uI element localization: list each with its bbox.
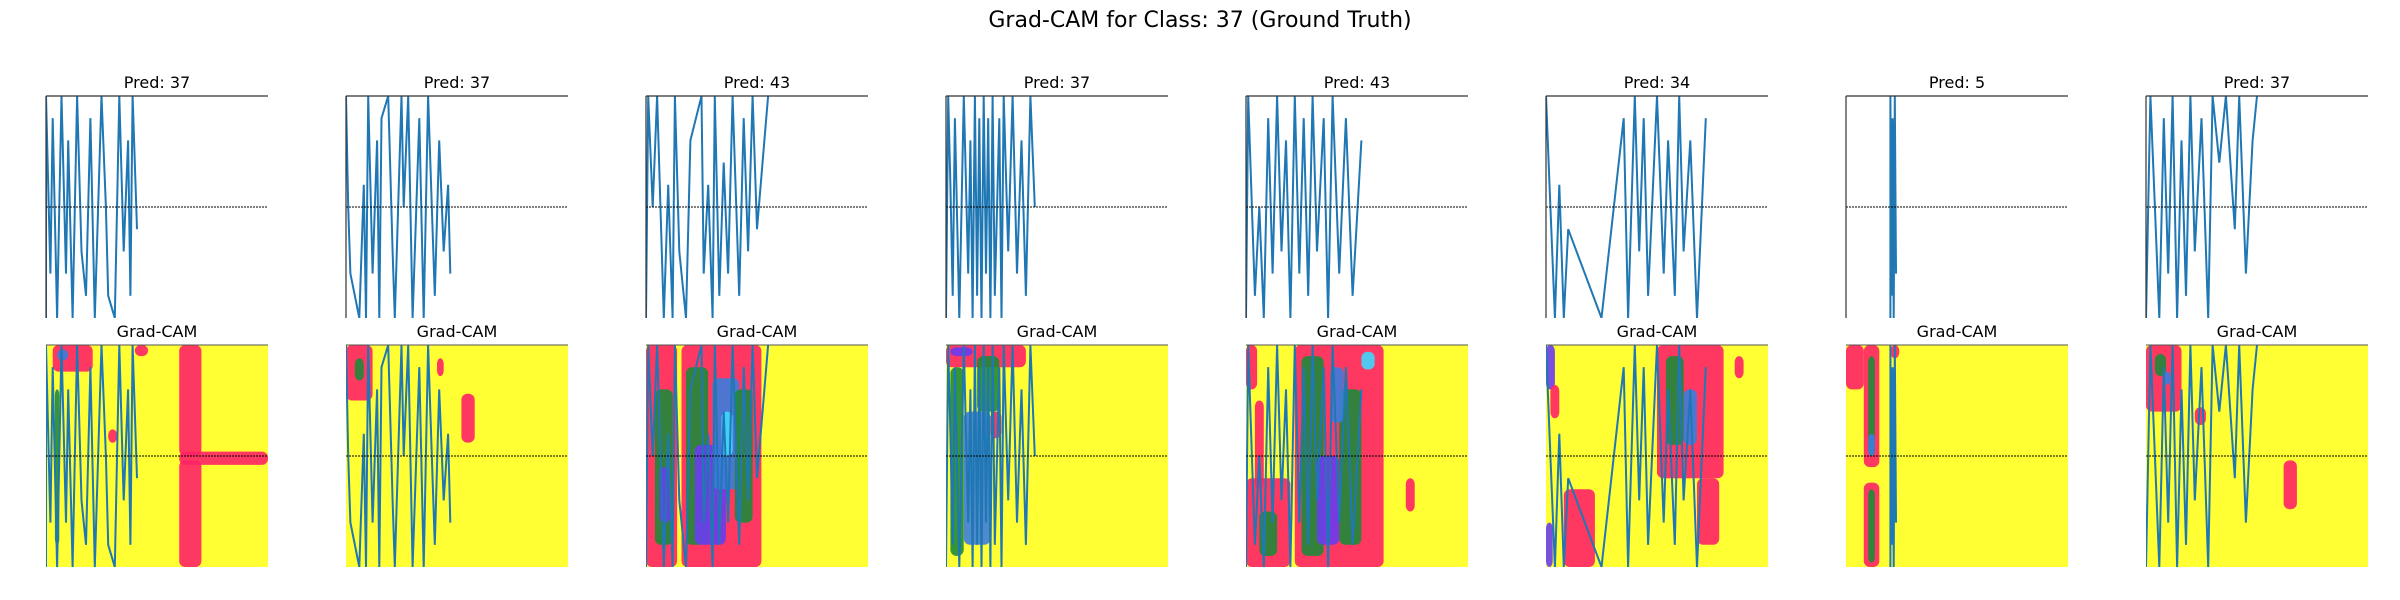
gradcam-title: Grad-CAM — [1617, 322, 1698, 341]
heatmap-region — [1868, 489, 1875, 563]
signal-line — [646, 96, 770, 318]
heatmap-region — [950, 347, 973, 357]
heatmap-region — [1546, 522, 1553, 567]
signal-panel-5: Pred: 43 — [1245, 73, 1468, 318]
heatmap-region — [179, 451, 268, 465]
signal-panel-3: Pred: 43 — [645, 73, 868, 318]
signal-overlay-line — [1889, 345, 1897, 567]
gradcam-title: Grad-CAM — [1017, 322, 1098, 341]
pred-title: Pred: 37 — [1024, 73, 1090, 92]
signal-panel-2: Pred: 37 — [345, 73, 568, 318]
heatmap-region — [134, 345, 149, 357]
signal-overlay-line — [1546, 345, 1707, 567]
heatmap-region — [1697, 478, 1720, 545]
heatmap-region — [1563, 489, 1595, 567]
heatmap-region — [1550, 385, 1560, 419]
gradcam-panel-2: Grad-CAM — [346, 322, 568, 567]
signal-panel-1: Pred: 37 — [45, 73, 268, 318]
signal-panel-7: Pred: 5 — [1845, 73, 2068, 318]
heatmap-region — [437, 358, 444, 377]
gradcam-panel-8: Grad-CAM — [2146, 322, 2368, 567]
signal-overlay-line — [646, 345, 770, 567]
gradcam-title: Grad-CAM — [117, 322, 198, 341]
signal-overlay-line — [2146, 345, 2258, 567]
heatmap-region — [179, 460, 202, 567]
pred-title: Pred: 37 — [124, 73, 190, 92]
figure-suptitle: Grad-CAM for Class: 37 (Ground Truth) — [988, 8, 1412, 33]
gradcam-title: Grad-CAM — [2217, 322, 2298, 341]
gradcam-title: Grad-CAM — [717, 322, 798, 341]
heatmap-region — [2283, 460, 2297, 510]
signal-panel-8: Pred: 37 — [2145, 73, 2368, 318]
pred-title: Pred: 37 — [424, 73, 490, 92]
gradcam-panel-6: Grad-CAM — [1546, 322, 1768, 567]
heatmap-region — [2163, 371, 2171, 385]
gradcam-panel-1: Grad-CAM — [46, 322, 268, 567]
gradcam-panel-7: Grad-CAM — [1846, 322, 2068, 567]
heatmap-region — [179, 345, 202, 456]
heatmap-region — [1734, 356, 1744, 379]
heatmap-region — [461, 393, 475, 443]
heatmap-region — [1868, 433, 1875, 456]
signal-panel-6: Pred: 34 — [1545, 73, 1768, 318]
gradcam-panel-5: Grad-CAM — [1246, 322, 1468, 567]
pred-title: Pred: 43 — [724, 73, 790, 92]
pred-title: Pred: 37 — [2224, 73, 2290, 92]
gradcam-title: Grad-CAM — [417, 322, 498, 341]
heatmap-region — [354, 358, 364, 381]
gradcam-panel-3: Grad-CAM — [646, 322, 868, 567]
pred-title: Pred: 5 — [1929, 73, 1985, 92]
signal-overlay-line — [46, 345, 138, 567]
signal-line — [2146, 96, 2258, 318]
gradcam-title: Grad-CAM — [1917, 322, 1998, 341]
signal-line — [1889, 96, 1897, 318]
signal-line — [946, 96, 1036, 318]
signal-line — [1546, 96, 1707, 318]
heatmap-region — [1846, 345, 1864, 390]
heatmap-region — [1405, 478, 1415, 512]
gradcam-title: Grad-CAM — [1317, 322, 1398, 341]
heatmap-region — [1317, 456, 1340, 545]
pred-title: Pred: 43 — [1324, 73, 1390, 92]
pred-title: Pred: 34 — [1624, 73, 1690, 92]
signal-overlay-line — [946, 345, 1036, 567]
signal-panel-4: Pred: 37 — [945, 73, 1168, 318]
gradcam-panel-4: Grad-CAM — [946, 322, 1168, 567]
heatmap-region — [108, 429, 118, 443]
signal-line — [46, 96, 138, 318]
heatmap-region — [1868, 356, 1875, 456]
heatmap-region — [1361, 351, 1375, 370]
heatmap-region — [1254, 400, 1264, 490]
